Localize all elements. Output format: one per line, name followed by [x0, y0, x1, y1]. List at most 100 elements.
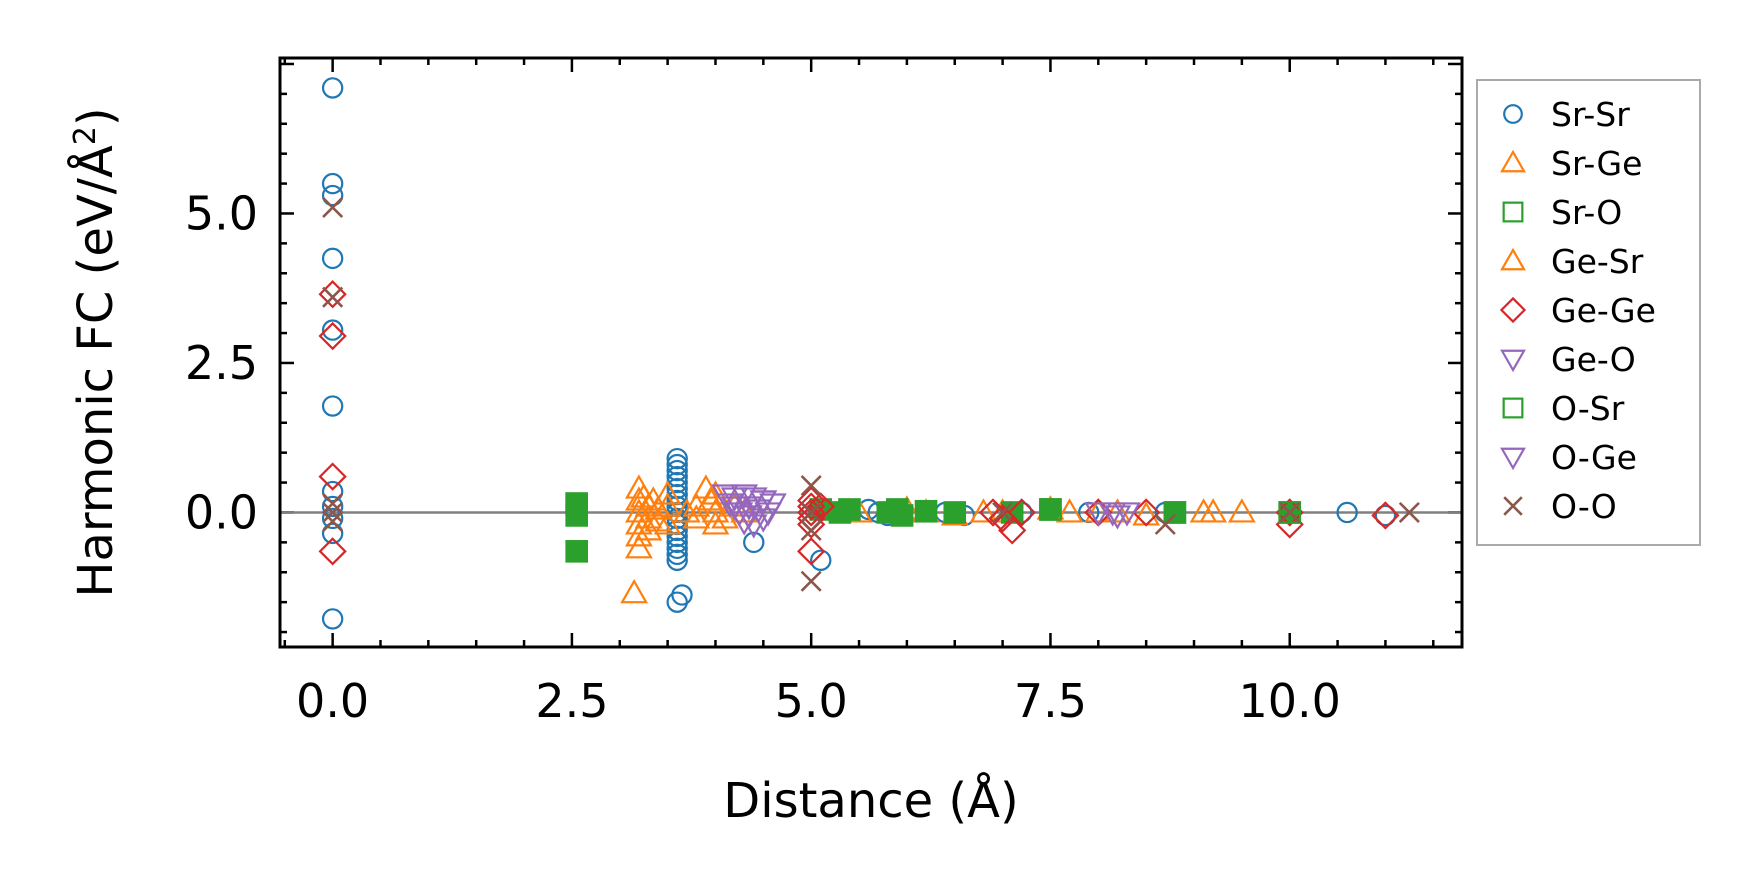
legend-label-sr-ge: Sr-Ge — [1551, 144, 1642, 183]
point-sr-sr — [321, 77, 344, 99]
point-ge-o — [715, 493, 744, 518]
point-sr-sr — [321, 247, 344, 270]
point-ge-sr — [634, 516, 663, 541]
legend-marker-ge-sr — [1500, 247, 1526, 271]
point-sr-o — [565, 504, 588, 527]
point-sr-ge — [682, 504, 711, 529]
point-ge-ge — [806, 492, 835, 521]
legend-marker-ge-ge — [1499, 296, 1527, 324]
point-sr-sr — [321, 319, 344, 341]
legend-label-o-o: O-O — [1551, 487, 1617, 526]
point-ge-ge — [1007, 498, 1036, 527]
legend-label-ge-o: Ge-O — [1551, 340, 1636, 379]
x-tick-label: 5.0 — [775, 674, 848, 728]
x-tick-label: 0.0 — [296, 674, 369, 728]
legend-marker-o-sr — [1502, 397, 1524, 419]
point-ge-sr — [1103, 498, 1132, 523]
point-sr-ge — [625, 534, 653, 559]
point-sr-o — [1039, 498, 1062, 521]
legend: Sr-Sr Sr-Ge Sr-O Ge-Sr Ge-Ge Ge-O O-Sr O-Ge O-O — [1476, 79, 1701, 546]
point-ge-ge — [318, 537, 347, 566]
x-tick-label: 2.5 — [535, 674, 608, 728]
point-o-o — [322, 286, 344, 308]
point-o-o — [800, 501, 822, 523]
plot-area-frame — [278, 56, 1464, 649]
x-tick-label: 10.0 — [1239, 674, 1341, 728]
point-sr-ge — [620, 578, 649, 604]
point-o-ge — [1098, 502, 1127, 527]
point-o-o — [800, 519, 822, 541]
point-o-o — [800, 475, 822, 497]
point-sr-o — [943, 501, 967, 524]
point-sr-sr — [671, 584, 693, 606]
point-sr-sr — [1336, 501, 1358, 524]
point-sr-sr — [321, 507, 344, 530]
point-o-o — [1398, 501, 1420, 523]
legend-label-ge-sr: Ge-Sr — [1551, 242, 1644, 281]
point-ge-ge — [1371, 501, 1400, 530]
point-ge-o — [1113, 502, 1141, 527]
point-sr-o — [914, 499, 938, 523]
point-o-sr — [1039, 498, 1062, 521]
point-sr-sr — [321, 172, 344, 195]
point-o-o — [322, 492, 344, 515]
point-sr-sr — [321, 522, 344, 545]
point-sr-sr — [321, 184, 344, 207]
legend-marker-ge-o — [1500, 349, 1526, 373]
legend-marker-sr-sr — [1503, 104, 1523, 124]
point-ge-sr — [653, 480, 682, 505]
point-ge-ge — [797, 537, 826, 566]
point-sr-sr — [321, 480, 344, 503]
point-o-sr — [1278, 501, 1302, 524]
point-sr-ge — [653, 510, 682, 535]
point-ge-ge — [797, 498, 826, 527]
point-o-o — [1154, 513, 1176, 535]
point-o-o — [322, 510, 344, 532]
point-ge-ge — [318, 462, 347, 491]
point-sr-sr — [321, 495, 344, 518]
point-sr-ge — [644, 495, 672, 520]
point-ge-sr — [701, 510, 730, 535]
point-o-sr — [1163, 501, 1187, 524]
y-axis-title: Harmonic FC (eV/Å2) — [67, 107, 124, 597]
point-ge-ge — [318, 321, 347, 351]
point-sr-ge — [653, 492, 682, 517]
point-o-ge — [735, 505, 763, 530]
legend-label-sr-o: Sr-O — [1551, 193, 1622, 232]
legend-marker-sr-o — [1502, 201, 1524, 223]
point-sr-sr — [666, 447, 688, 470]
legend-marker-sr-ge — [1500, 149, 1526, 173]
point-ge-o — [730, 484, 759, 509]
point-sr-sr — [321, 608, 344, 630]
tick-labels: 0.0 2.5 5.0 7.5 10.0 0.0 2.5 5.0 — [185, 186, 1341, 728]
point-ge-sr — [1055, 498, 1084, 523]
point-o-o — [322, 501, 344, 523]
point-sr-sr — [666, 525, 688, 548]
point-ge-ge — [1275, 498, 1304, 527]
y-tick-label: 5.0 — [185, 186, 258, 240]
point-sr-ge — [625, 522, 653, 547]
y-tick-label: 0.0 — [185, 485, 258, 539]
point-o-o — [800, 570, 822, 592]
point-o-ge — [720, 496, 749, 521]
point-ge-sr — [1199, 498, 1228, 523]
point-sr-o — [1163, 501, 1187, 524]
y-tick-label: 2.5 — [185, 336, 258, 390]
point-ge-ge — [1132, 498, 1161, 527]
point-o-o — [322, 196, 344, 219]
point-sr-sr — [743, 531, 765, 554]
legend-label-ge-ge: Ge-Ge — [1551, 291, 1656, 330]
point-sr-sr — [666, 465, 688, 488]
point-o-o — [992, 501, 1014, 523]
point-sr-sr — [666, 549, 688, 571]
data-points — [318, 77, 1420, 630]
point-sr-sr — [321, 395, 344, 417]
legend-label-o-sr: O-Sr — [1551, 389, 1625, 428]
point-sr-sr — [666, 537, 688, 560]
x-tick-label: 7.5 — [1014, 674, 1087, 728]
point-ge-ge — [998, 516, 1027, 545]
point-sr-sr — [666, 543, 688, 566]
point-sr-sr — [666, 459, 688, 482]
